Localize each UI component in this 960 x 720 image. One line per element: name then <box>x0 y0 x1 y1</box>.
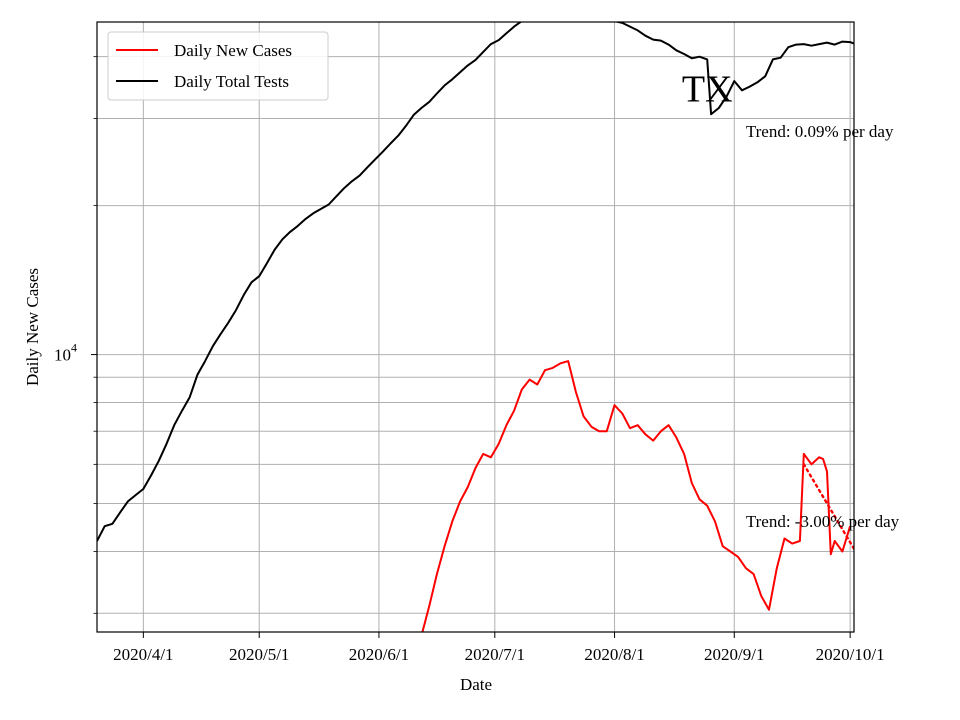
trend-line <box>802 463 854 550</box>
x-tick-label: 2020/8/1 <box>584 645 644 664</box>
legend-box <box>107 31 329 101</box>
series-lines <box>97 22 854 632</box>
y-tick-label: 104 <box>54 341 77 365</box>
x-tick-label: 2020/10/1 <box>816 645 885 664</box>
annotation-text: Trend: -3.00% per day <box>746 512 900 531</box>
axis-ticks: 2020/4/1 2020/5/1 2020/6/1 2020/7/1 2020/8/1… <box>54 56 885 664</box>
plot-frame <box>96 21 855 633</box>
x-tick-label: 2020/6/1 <box>349 645 409 664</box>
x-tick-label: 2020/5/1 <box>229 645 289 664</box>
series-daily-total-tests <box>97 22 854 542</box>
x-tick-label: 2020/7/1 <box>465 645 525 664</box>
legend: Daily New Cases Daily Total Tests <box>107 31 329 101</box>
annotation-text: TX <box>682 68 733 110</box>
series-daily-new-cases <box>421 360 852 632</box>
legend-label: Daily Total Tests <box>174 72 289 91</box>
grid <box>97 22 854 632</box>
annotation-text: Trend: 0.09% per day <box>746 122 894 141</box>
legend-label: Daily New Cases <box>174 41 292 60</box>
annotations: TX Trend: 0.09% per day Trend: -3.00% per … <box>682 68 900 531</box>
x-tick-label: 2020/4/1 <box>113 645 173 664</box>
x-tick-label: 2020/9/1 <box>704 645 764 664</box>
x-axis-label: Date <box>460 675 492 694</box>
y-axis-label: Daily New Cases <box>23 268 42 386</box>
